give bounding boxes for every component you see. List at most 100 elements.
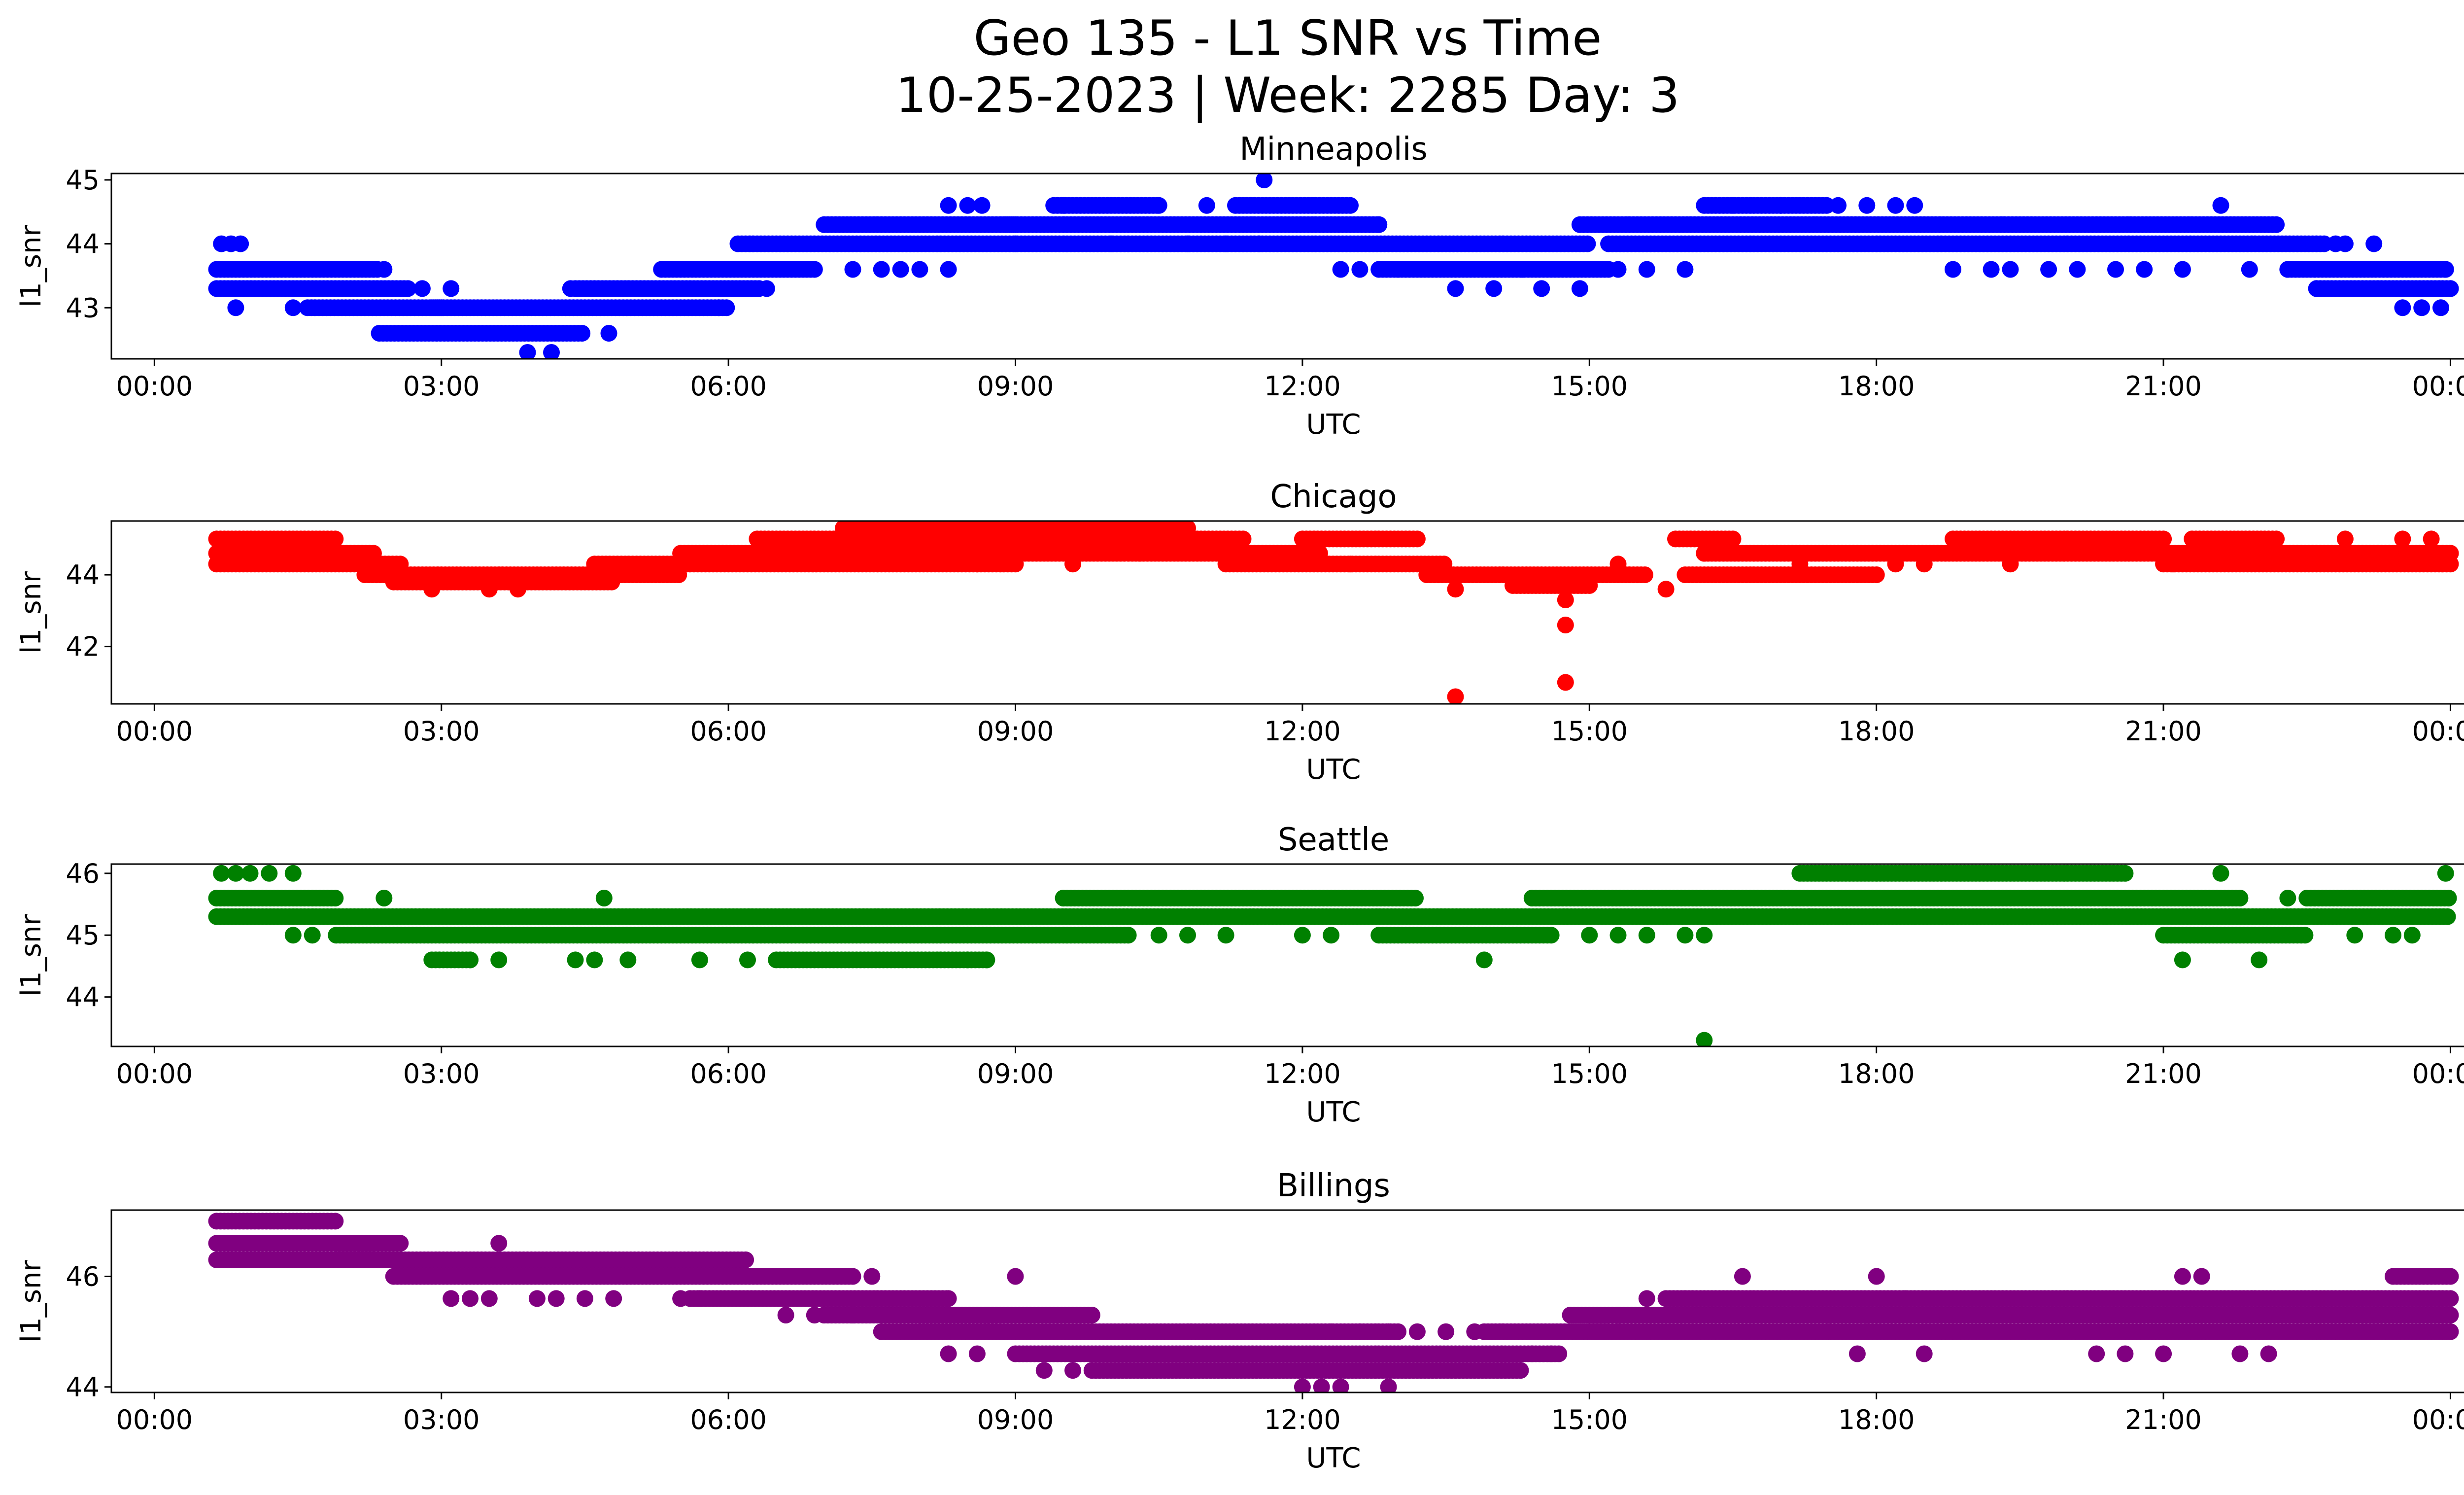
y-tick-label: 44: [66, 559, 100, 591]
y-tick-label: 46: [66, 858, 100, 889]
data-point: [327, 1213, 344, 1230]
data-point: [510, 581, 526, 598]
data-point: [600, 325, 617, 342]
x-tick-label: 15:00: [1551, 716, 1628, 747]
data-point: [737, 1251, 754, 1268]
x-tick-label: 00:00: [2412, 716, 2464, 747]
data-point: [1131, 545, 1148, 562]
data-point: [1323, 927, 1340, 944]
data-point: [1638, 261, 1655, 278]
data-point: [595, 890, 613, 906]
data-point: [423, 581, 441, 598]
data-point: [462, 951, 479, 969]
data-point: [304, 927, 321, 944]
data-point: [1868, 566, 1885, 584]
data-point: [619, 951, 637, 969]
data-point: [844, 1268, 861, 1285]
data-point: [2432, 299, 2449, 316]
data-point: [1217, 927, 1234, 944]
y-axis-label: l1_snr: [15, 914, 47, 997]
x-tick-label: 00:00: [116, 371, 193, 402]
data-point: [940, 261, 957, 278]
data-point: [2413, 299, 2430, 316]
figure-title-line-1: Geo 135 - L1 SNR vs Time: [973, 10, 1602, 67]
data-point: [2231, 890, 2249, 906]
data-point: [1638, 927, 1655, 944]
plot-frame: [110, 863, 2464, 1047]
data-point: [1696, 927, 1713, 944]
x-tick-label: 18:00: [1838, 716, 1915, 747]
data-point: [1830, 197, 1847, 214]
data-point: [1514, 261, 1531, 278]
data-point: [562, 280, 579, 297]
data-point: [1791, 556, 1809, 573]
data-point: [543, 344, 560, 359]
data-point: [1677, 261, 1694, 278]
data-point: [2212, 865, 2229, 882]
data-point: [1447, 581, 1464, 598]
data-point: [519, 344, 536, 359]
data-point: [691, 951, 708, 969]
data-point: [1887, 197, 1904, 214]
data-point: [1906, 197, 1923, 214]
y-tick-label: 45: [66, 920, 100, 951]
data-point: [1609, 261, 1627, 278]
data-point: [1342, 197, 1359, 214]
data-point: [758, 280, 775, 297]
data-point: [2174, 951, 2191, 969]
plot-frame: [110, 173, 2464, 360]
data-points: [208, 865, 2457, 1046]
x-tick-label: 06:00: [690, 371, 767, 402]
data-point: [1251, 235, 1268, 252]
x-tick-label: 21:00: [2125, 1058, 2202, 1089]
data-point: [2097, 908, 2115, 925]
data-point: [227, 865, 244, 882]
data-point: [1887, 556, 1904, 573]
y-tick-label: 42: [66, 631, 100, 662]
data-point: [2439, 908, 2456, 925]
data-point: [940, 197, 957, 214]
data-point: [1557, 591, 1574, 608]
x-tick-label: 21:00: [2125, 371, 2202, 402]
panel-title: Chicago: [1270, 479, 1397, 515]
x-tick-label: 18:00: [1838, 371, 1915, 402]
data-point: [586, 951, 603, 969]
data-point: [2308, 280, 2325, 297]
data-point: [1064, 556, 1081, 573]
data-point: [284, 865, 302, 882]
data-point: [1801, 908, 1818, 925]
x-tick-label: 00:00: [116, 716, 193, 747]
data-point: [2403, 927, 2421, 944]
data-point: [413, 280, 431, 297]
data-point: [2251, 951, 2268, 969]
data-point: [603, 573, 620, 591]
data-point: [1447, 688, 1464, 704]
y-tick-label: 44: [66, 229, 100, 260]
data-point: [213, 865, 230, 882]
data-point: [2394, 530, 2411, 548]
data-point: [2040, 261, 2057, 278]
data-point: [261, 865, 278, 882]
data-points: [208, 174, 2459, 359]
data-point: [1916, 556, 1933, 573]
data-point: [1390, 261, 1406, 278]
panel-title: Billings: [1277, 1168, 1390, 1204]
x-tick-label: 03:00: [403, 716, 480, 747]
data-point: [1906, 908, 1923, 925]
data-point: [2212, 197, 2229, 214]
data-point: [1533, 280, 1550, 297]
data-point: [1983, 261, 2000, 278]
x-tick-label: 06:00: [690, 716, 767, 747]
data-point: [2002, 261, 2019, 278]
data-point: [1256, 174, 1273, 188]
panel-title: Seattle: [1278, 822, 1390, 858]
data-point: [1724, 197, 1742, 214]
data-point: [959, 951, 976, 969]
figure-title-line-2: 10-25-2023 | Week: 2285 Day: 3: [895, 68, 1680, 124]
data-point: [2346, 927, 2363, 944]
data-point: [567, 951, 584, 969]
data-points: [208, 521, 2459, 704]
data-point: [739, 951, 756, 969]
x-tick-label: 03:00: [403, 1058, 480, 1089]
